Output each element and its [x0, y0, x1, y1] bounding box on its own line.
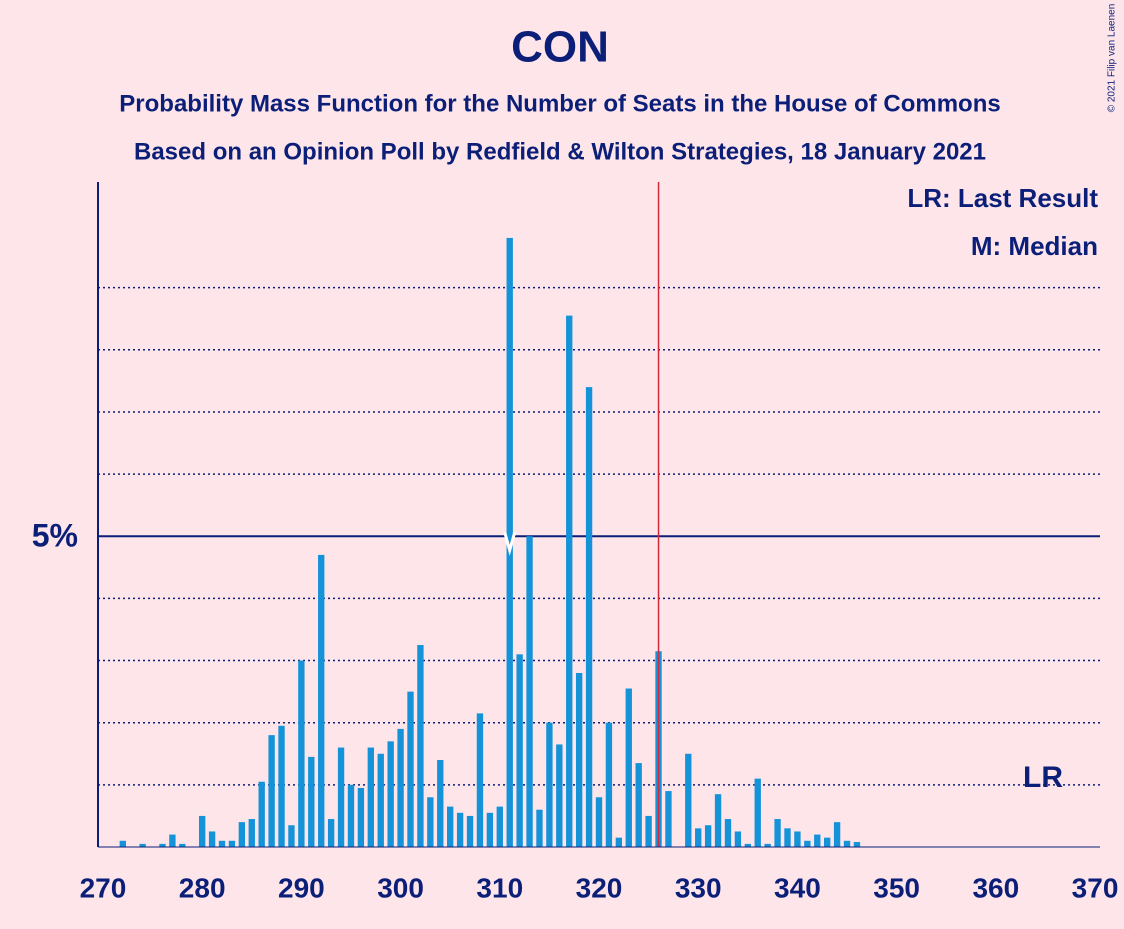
bar: [208, 831, 216, 847]
x-tick-label: 330: [675, 872, 722, 903]
bar: [238, 822, 246, 847]
median-marker: [503, 531, 517, 556]
bar: [853, 842, 861, 847]
bar: [198, 815, 206, 847]
x-tick-label: 270: [80, 872, 127, 903]
bar: [417, 645, 424, 847]
bar: [734, 831, 742, 847]
bar: [367, 747, 374, 847]
bar: [258, 781, 265, 847]
bar: [685, 753, 692, 847]
bar: [724, 819, 732, 847]
bar: [357, 787, 365, 847]
y-tick-label: 5%: [32, 518, 78, 554]
bar: [496, 806, 503, 847]
x-tick-label: 290: [278, 872, 325, 903]
bar: [337, 747, 345, 847]
bar: [784, 828, 791, 847]
bar: [814, 834, 821, 847]
bar: [833, 822, 841, 847]
x-tick-label: 310: [476, 872, 523, 903]
bar: [278, 725, 285, 847]
bar: [397, 728, 404, 847]
x-tick-label: 350: [873, 872, 920, 903]
bar: [327, 819, 335, 847]
bar: [754, 778, 761, 847]
bar: [437, 759, 444, 847]
last-result-label: LR: [1023, 761, 1063, 794]
bar: [516, 654, 523, 847]
bar: [347, 784, 355, 847]
x-tick-label: 340: [774, 872, 821, 903]
bar: [645, 815, 652, 847]
bar: [179, 843, 186, 847]
bar: [318, 554, 325, 847]
bar: [139, 843, 146, 847]
chart-title: CON: [511, 23, 609, 72]
bar: [159, 843, 166, 847]
bar: [635, 763, 642, 847]
bar: [615, 837, 623, 847]
bar: [704, 825, 712, 847]
bar: [407, 691, 414, 847]
bar: [526, 536, 533, 847]
bar: [248, 819, 255, 847]
bar: [218, 840, 226, 847]
bar: [377, 753, 384, 847]
bar: [169, 834, 176, 847]
bar: [824, 837, 831, 847]
bar: [447, 806, 454, 847]
copyright: © 2021 Filip van Laenen: [1107, 4, 1118, 113]
bar: [744, 843, 751, 847]
bar: [575, 672, 583, 847]
bar: [268, 735, 275, 847]
bar: [546, 722, 553, 847]
bar: [456, 812, 464, 847]
x-tick-label: 280: [179, 872, 226, 903]
subtitle: Based on an Opinion Poll by Redfield & W…: [134, 138, 986, 165]
bar: [665, 791, 672, 847]
subtitle: Probability Mass Function for the Number…: [119, 90, 1000, 117]
bar: [427, 797, 434, 847]
bar: [228, 840, 236, 847]
legend-entry: LR: Last Result: [907, 183, 1098, 213]
bar: [466, 815, 474, 847]
bar: [714, 794, 722, 847]
bar: [764, 843, 771, 847]
bar: [536, 809, 543, 847]
bar: [804, 840, 811, 847]
bar: [595, 797, 603, 847]
x-tick-label: 360: [972, 872, 1019, 903]
legend-entry: M: Median: [971, 231, 1098, 261]
x-tick-label: 370: [1072, 872, 1119, 903]
bar: [476, 713, 484, 847]
bar: [486, 812, 494, 847]
bar: [298, 660, 305, 847]
x-tick-label: 320: [576, 872, 623, 903]
bar: [774, 819, 781, 847]
bar: [119, 840, 126, 847]
bar: [288, 825, 295, 847]
bar: [387, 741, 394, 847]
bar: [843, 840, 851, 847]
bar: [566, 315, 573, 848]
bar: [308, 756, 315, 847]
bar: [695, 828, 702, 847]
bar: [625, 688, 632, 847]
x-tick-label: 300: [377, 872, 424, 903]
bar: [556, 744, 563, 847]
bar: [585, 387, 593, 847]
bar: [506, 237, 513, 848]
bar: [605, 722, 613, 847]
bar: [794, 831, 801, 847]
